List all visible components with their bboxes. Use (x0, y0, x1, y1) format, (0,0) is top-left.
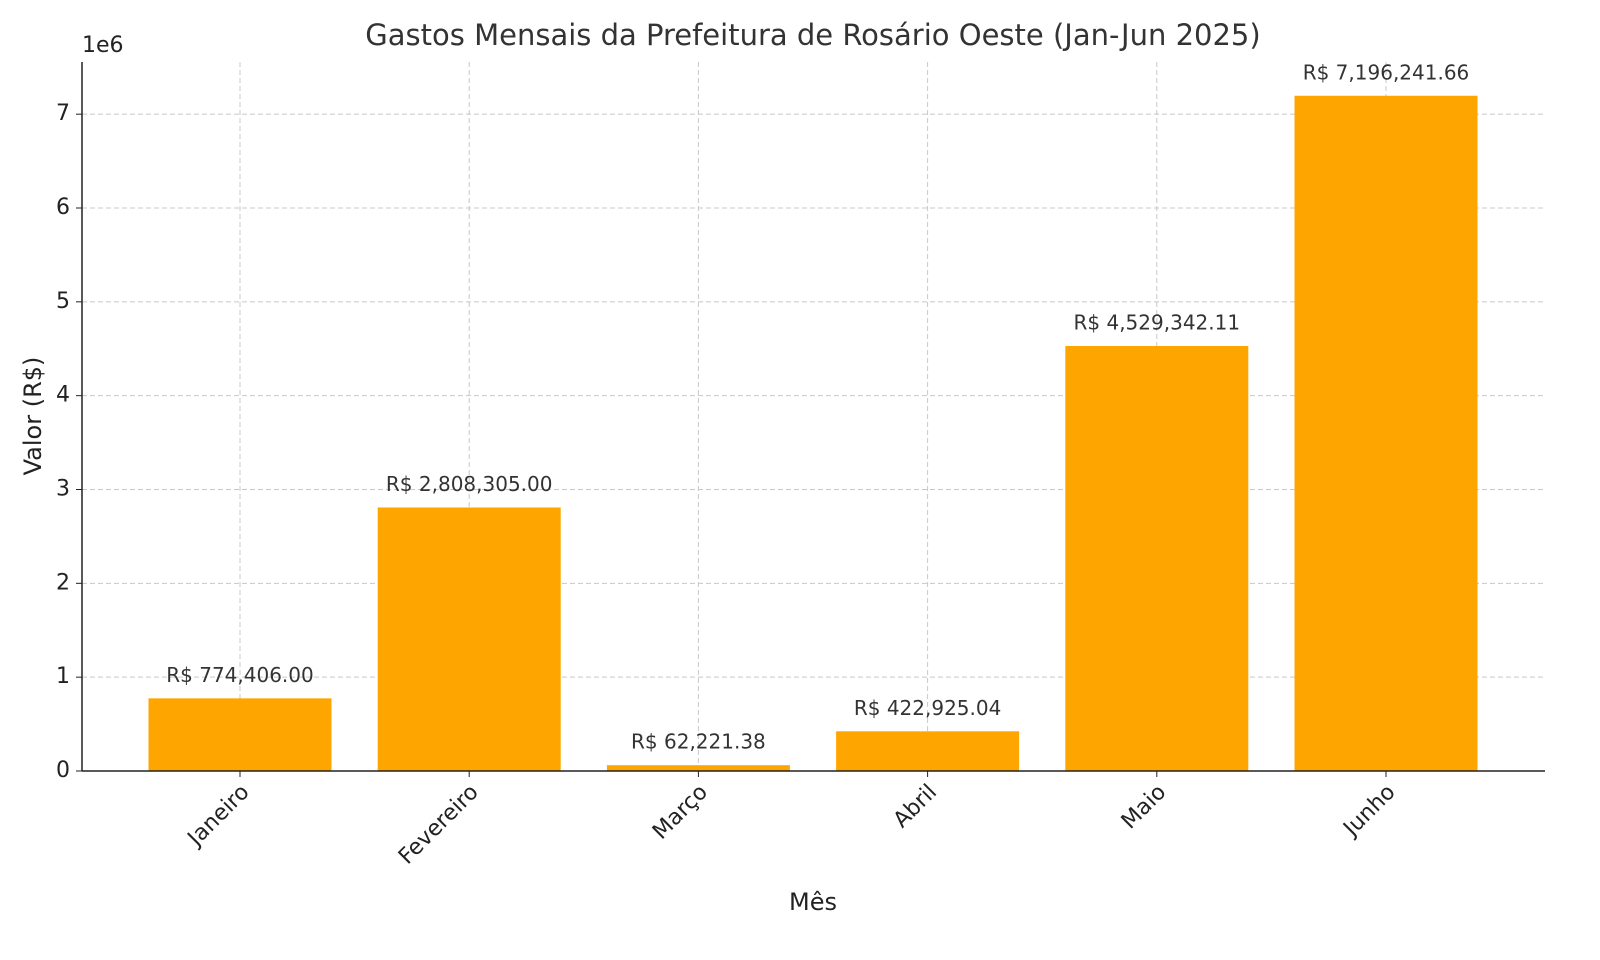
x-tick-label: Abril (889, 780, 942, 833)
value-label: R$ 774,406.00 (166, 663, 314, 687)
y-tick-label: 1 (56, 664, 70, 689)
bar (1294, 95, 1478, 772)
x-tick-label: Maio (1117, 780, 1171, 834)
x-tick-label: Junho (1338, 780, 1401, 843)
y-axis-label: Valor (R$) (19, 357, 47, 476)
value-label: R$ 2,808,305.00 (386, 472, 553, 496)
value-label: R$ 422,925.04 (854, 696, 1002, 720)
bar (1065, 345, 1249, 771)
bar (377, 507, 561, 771)
y-tick-label: 3 (56, 477, 70, 502)
y-tick-label: 6 (56, 195, 70, 220)
bar (836, 731, 1020, 771)
bar (148, 698, 332, 771)
y-tick-label: 0 (56, 758, 70, 783)
y-tick-label: 7 (56, 101, 70, 126)
value-label: R$ 62,221.38 (631, 730, 766, 754)
chart-title: Gastos Mensais da Prefeitura de Rosário … (365, 18, 1260, 52)
y-tick-label: 5 (56, 289, 70, 314)
value-label: R$ 7,196,241.66 (1303, 60, 1470, 84)
value-label: R$ 4,529,342.11 (1074, 310, 1241, 334)
y-tick-label: 2 (56, 570, 70, 595)
y-tick-label: 4 (56, 383, 70, 408)
x-tick-label: Março (648, 780, 713, 845)
bar (606, 765, 790, 771)
y-offset-label: 1e6 (82, 33, 124, 58)
x-tick-label: Fevereiro (394, 780, 484, 870)
x-tick-label: Janeiro (182, 780, 255, 853)
x-axis-label: Mês (789, 888, 837, 916)
